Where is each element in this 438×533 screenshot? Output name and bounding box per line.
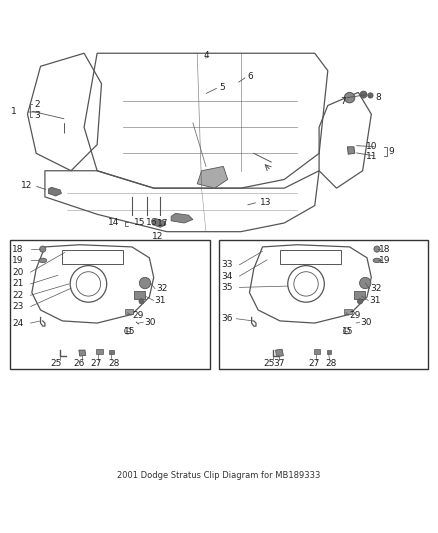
Text: 9: 9 bbox=[389, 147, 395, 156]
Text: 20: 20 bbox=[12, 268, 24, 277]
Circle shape bbox=[139, 277, 151, 289]
Polygon shape bbox=[79, 350, 86, 356]
Text: 36: 36 bbox=[221, 314, 233, 323]
Polygon shape bbox=[197, 166, 228, 188]
Bar bbox=[344, 309, 352, 314]
Text: 25: 25 bbox=[50, 359, 61, 368]
Text: 32: 32 bbox=[371, 284, 382, 293]
Text: 19: 19 bbox=[379, 256, 391, 265]
Text: 7: 7 bbox=[340, 98, 346, 107]
Bar bbox=[96, 349, 103, 354]
Ellipse shape bbox=[373, 258, 381, 263]
Bar bbox=[354, 292, 365, 299]
Text: 25: 25 bbox=[263, 359, 275, 368]
Text: 32: 32 bbox=[156, 284, 167, 293]
Bar bbox=[125, 309, 133, 314]
Text: 26: 26 bbox=[73, 359, 85, 368]
Circle shape bbox=[360, 91, 367, 98]
Bar bbox=[110, 350, 114, 353]
Text: 24: 24 bbox=[12, 319, 24, 328]
Bar bbox=[10, 240, 210, 369]
Text: 12: 12 bbox=[21, 181, 32, 190]
Text: 16: 16 bbox=[146, 219, 158, 228]
Text: 27: 27 bbox=[91, 359, 102, 368]
Text: 14: 14 bbox=[108, 219, 120, 228]
Text: 31: 31 bbox=[155, 296, 166, 305]
Bar bbox=[327, 350, 331, 353]
Text: 35: 35 bbox=[221, 283, 233, 292]
Text: 18: 18 bbox=[12, 245, 24, 254]
Bar bbox=[134, 292, 145, 299]
Text: 29: 29 bbox=[350, 311, 361, 320]
Polygon shape bbox=[153, 219, 166, 228]
Text: 6: 6 bbox=[247, 72, 253, 81]
Polygon shape bbox=[48, 187, 61, 196]
Text: 28: 28 bbox=[325, 359, 337, 368]
Circle shape bbox=[344, 92, 355, 103]
Text: 18: 18 bbox=[379, 245, 391, 254]
Text: 3: 3 bbox=[34, 110, 40, 119]
Text: 1: 1 bbox=[11, 108, 17, 117]
Text: 15: 15 bbox=[342, 327, 353, 336]
Bar bbox=[280, 251, 341, 264]
Text: 27: 27 bbox=[308, 359, 320, 368]
Text: 4: 4 bbox=[203, 51, 209, 60]
Text: 33: 33 bbox=[221, 260, 233, 269]
Text: 37: 37 bbox=[273, 359, 285, 368]
Circle shape bbox=[360, 277, 371, 289]
Text: 13: 13 bbox=[260, 198, 272, 207]
Text: 11: 11 bbox=[365, 152, 377, 161]
Bar bbox=[314, 349, 321, 354]
Text: 17: 17 bbox=[157, 220, 169, 228]
Text: 31: 31 bbox=[369, 296, 381, 305]
Circle shape bbox=[374, 246, 380, 252]
Polygon shape bbox=[171, 213, 193, 223]
Bar bbox=[219, 240, 428, 369]
Circle shape bbox=[40, 246, 46, 252]
Text: 15: 15 bbox=[124, 327, 135, 336]
Text: 15: 15 bbox=[134, 219, 145, 228]
Text: 21: 21 bbox=[12, 279, 24, 288]
Circle shape bbox=[357, 298, 363, 304]
Text: 2: 2 bbox=[34, 100, 40, 109]
Polygon shape bbox=[347, 147, 355, 154]
Text: 34: 34 bbox=[221, 272, 233, 280]
Text: 8: 8 bbox=[376, 93, 381, 102]
Text: 12: 12 bbox=[152, 232, 164, 241]
Text: 5: 5 bbox=[219, 83, 225, 92]
Polygon shape bbox=[276, 349, 283, 357]
Bar bbox=[62, 251, 123, 264]
Text: 19: 19 bbox=[12, 256, 24, 265]
Circle shape bbox=[139, 298, 144, 304]
Text: 30: 30 bbox=[144, 318, 155, 327]
Circle shape bbox=[368, 93, 373, 98]
Text: 2001 Dodge Stratus Clip Diagram for MB189333: 2001 Dodge Stratus Clip Diagram for MB18… bbox=[117, 471, 321, 480]
Text: 30: 30 bbox=[360, 318, 372, 327]
Text: 23: 23 bbox=[12, 302, 24, 311]
Ellipse shape bbox=[39, 258, 47, 263]
Text: 29: 29 bbox=[132, 311, 143, 320]
Text: 10: 10 bbox=[365, 142, 377, 151]
Text: 22: 22 bbox=[12, 290, 24, 300]
Text: 28: 28 bbox=[108, 359, 120, 368]
